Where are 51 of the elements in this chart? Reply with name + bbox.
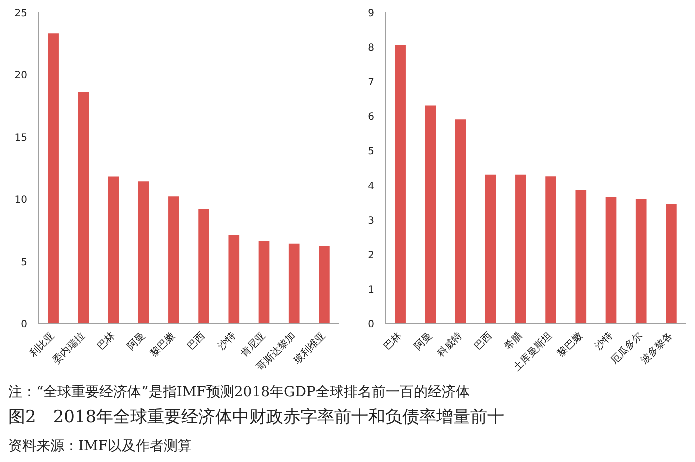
y-tick-label: 15 bbox=[14, 132, 28, 144]
bar bbox=[606, 197, 617, 324]
text: 注：“全球重要经济体”是指IMF预测2018年GDP全球排名前一百的经济体 bbox=[8, 384, 470, 400]
x-tick-label: 希腊 bbox=[502, 330, 525, 353]
bar bbox=[258, 241, 270, 324]
bar bbox=[455, 120, 466, 324]
y-tick-label: 0 bbox=[368, 320, 375, 330]
x-tick-label: 巴西 bbox=[186, 330, 208, 353]
y-tick-label: 8 bbox=[368, 43, 375, 54]
bar bbox=[48, 34, 59, 324]
y-tick-label: 9 bbox=[368, 8, 375, 20]
y-tick-label: 6 bbox=[368, 112, 375, 124]
x-tick-label: 黎巴嫩 bbox=[148, 330, 178, 360]
y-tick-label: 5 bbox=[368, 146, 375, 158]
x-tick-label: 黎巴嫩 bbox=[555, 330, 586, 360]
bar bbox=[78, 92, 90, 324]
bar bbox=[636, 199, 647, 324]
x-tick-label: 巴西 bbox=[472, 330, 495, 353]
bar bbox=[485, 174, 496, 324]
x-tick-label: 沙特 bbox=[592, 330, 616, 353]
bar bbox=[198, 209, 210, 324]
y-tick-label: 4 bbox=[368, 181, 375, 192]
bar bbox=[516, 174, 526, 324]
bar bbox=[666, 204, 677, 324]
text: 图2 2018年全球重要经济体中财政赤字率前十和负债率增量前十 bbox=[8, 408, 505, 428]
x-tick-label: 科威特 bbox=[434, 330, 465, 360]
y-tick-label: 25 bbox=[14, 8, 28, 20]
y-tick-label: 0 bbox=[21, 320, 28, 330]
y-tick-label: 7 bbox=[368, 78, 375, 89]
bar bbox=[228, 235, 240, 324]
bar bbox=[168, 196, 180, 324]
bar bbox=[576, 190, 587, 324]
bar bbox=[319, 246, 330, 324]
x-tick-label: 巴林 bbox=[95, 330, 118, 353]
y-tick-label: 1 bbox=[368, 284, 375, 296]
y-tick-label: 10 bbox=[14, 195, 28, 206]
bar bbox=[395, 45, 406, 324]
y-tick-label: 20 bbox=[14, 70, 28, 82]
x-tick-label: 巴林 bbox=[382, 330, 404, 353]
y-tick-label: 5 bbox=[21, 257, 28, 268]
bar bbox=[138, 182, 150, 324]
text: 资料来源：IMF以及作者测算 bbox=[8, 438, 192, 454]
x-tick-label: 阿曼 bbox=[126, 330, 148, 353]
bar bbox=[546, 176, 556, 324]
bar bbox=[288, 244, 300, 324]
bar bbox=[108, 176, 120, 324]
x-tick-label: 沙特 bbox=[215, 330, 238, 353]
bar bbox=[425, 106, 436, 324]
x-tick-label: 阿曼 bbox=[412, 330, 435, 353]
y-tick-label: 2 bbox=[368, 250, 375, 262]
y-tick-label: 3 bbox=[368, 216, 375, 227]
